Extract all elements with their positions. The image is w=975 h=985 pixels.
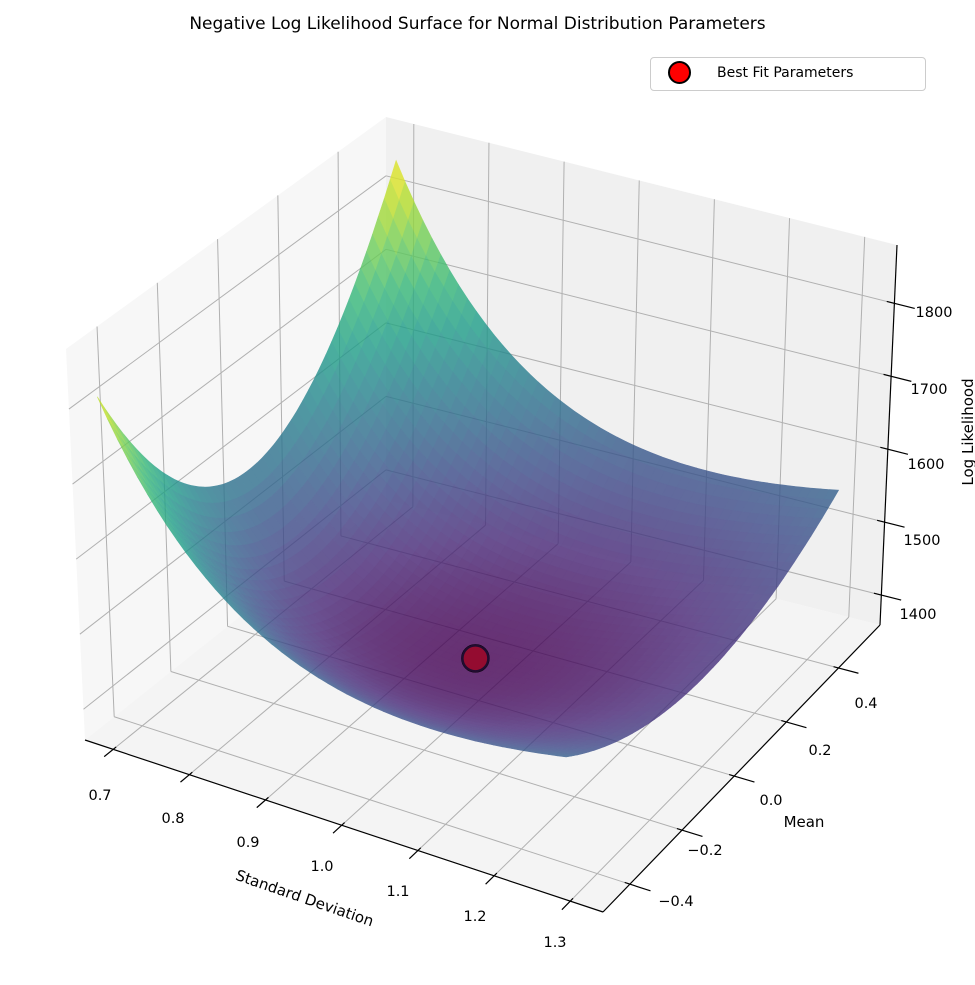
floor-gridline-y [114, 716, 631, 885]
left-pane [66, 117, 386, 740]
z-axis-line [879, 244, 898, 626]
floor-gridline-y [170, 671, 683, 831]
z-tick [876, 519, 905, 528]
surface [97, 159, 840, 758]
x-axis-line [84, 739, 604, 913]
y-tick [624, 881, 651, 892]
x-tick-label: 0.7 [88, 788, 111, 804]
z-tick-label: 1500 [904, 533, 941, 549]
y-axis-label: Mean [784, 813, 825, 831]
back-gridline-z [385, 248, 892, 377]
x-tick [332, 822, 346, 834]
y-axis-line [602, 624, 881, 913]
z-axis-label: Log Likelihood [959, 378, 975, 485]
legend-label: Best Fit Parameters [717, 65, 854, 81]
left-gridline-y [96, 326, 115, 717]
y-tick [833, 666, 859, 674]
y-tick [728, 773, 755, 783]
chart-title: Negative Log Likelihood Surface for Norm… [189, 14, 766, 34]
best-fit-point-overlay [461, 644, 490, 673]
z-tick [883, 373, 912, 382]
y-tick-label: 0.0 [759, 793, 782, 809]
x-tick [180, 771, 193, 783]
z-tick-label: 1400 [900, 607, 937, 623]
y-tick [676, 827, 703, 838]
x-tick-label: 1.0 [310, 859, 333, 875]
y-tick-label: −0.4 [658, 894, 693, 910]
legend: Best Fit Parameters [650, 57, 926, 91]
z-tick [880, 446, 909, 455]
x-tick [256, 796, 269, 809]
floor-gridline-x [569, 616, 850, 902]
y-tick-label: −0.2 [687, 843, 722, 859]
z-tick [873, 592, 902, 601]
y-tick [781, 720, 807, 729]
x-tick [485, 872, 498, 885]
best-fit-marker-icon [668, 61, 691, 84]
x-tick-label: 1.3 [543, 935, 566, 951]
z-tick-label: 1600 [908, 457, 945, 473]
z-tick-label: 1800 [916, 305, 953, 321]
z-tick-label: 1700 [911, 382, 948, 398]
y-tick-label: 0.2 [808, 743, 831, 759]
back-gridline-x [848, 236, 866, 618]
z-tick [886, 300, 915, 310]
y-tick-label: 0.4 [854, 696, 877, 712]
x-axis-label: Standard Deviation [233, 866, 376, 930]
back-gridline-z [385, 175, 895, 304]
x-tick [103, 746, 117, 758]
x-tick-label: 1.1 [386, 884, 409, 900]
x-tick [561, 897, 574, 911]
surface-patch [557, 754, 572, 758]
x-tick-label: 0.9 [236, 835, 259, 851]
left-gridline-z [68, 175, 387, 410]
x-tick-label: 0.8 [161, 811, 184, 827]
x-tick [408, 847, 422, 860]
x-tick-label: 1.2 [463, 909, 486, 925]
